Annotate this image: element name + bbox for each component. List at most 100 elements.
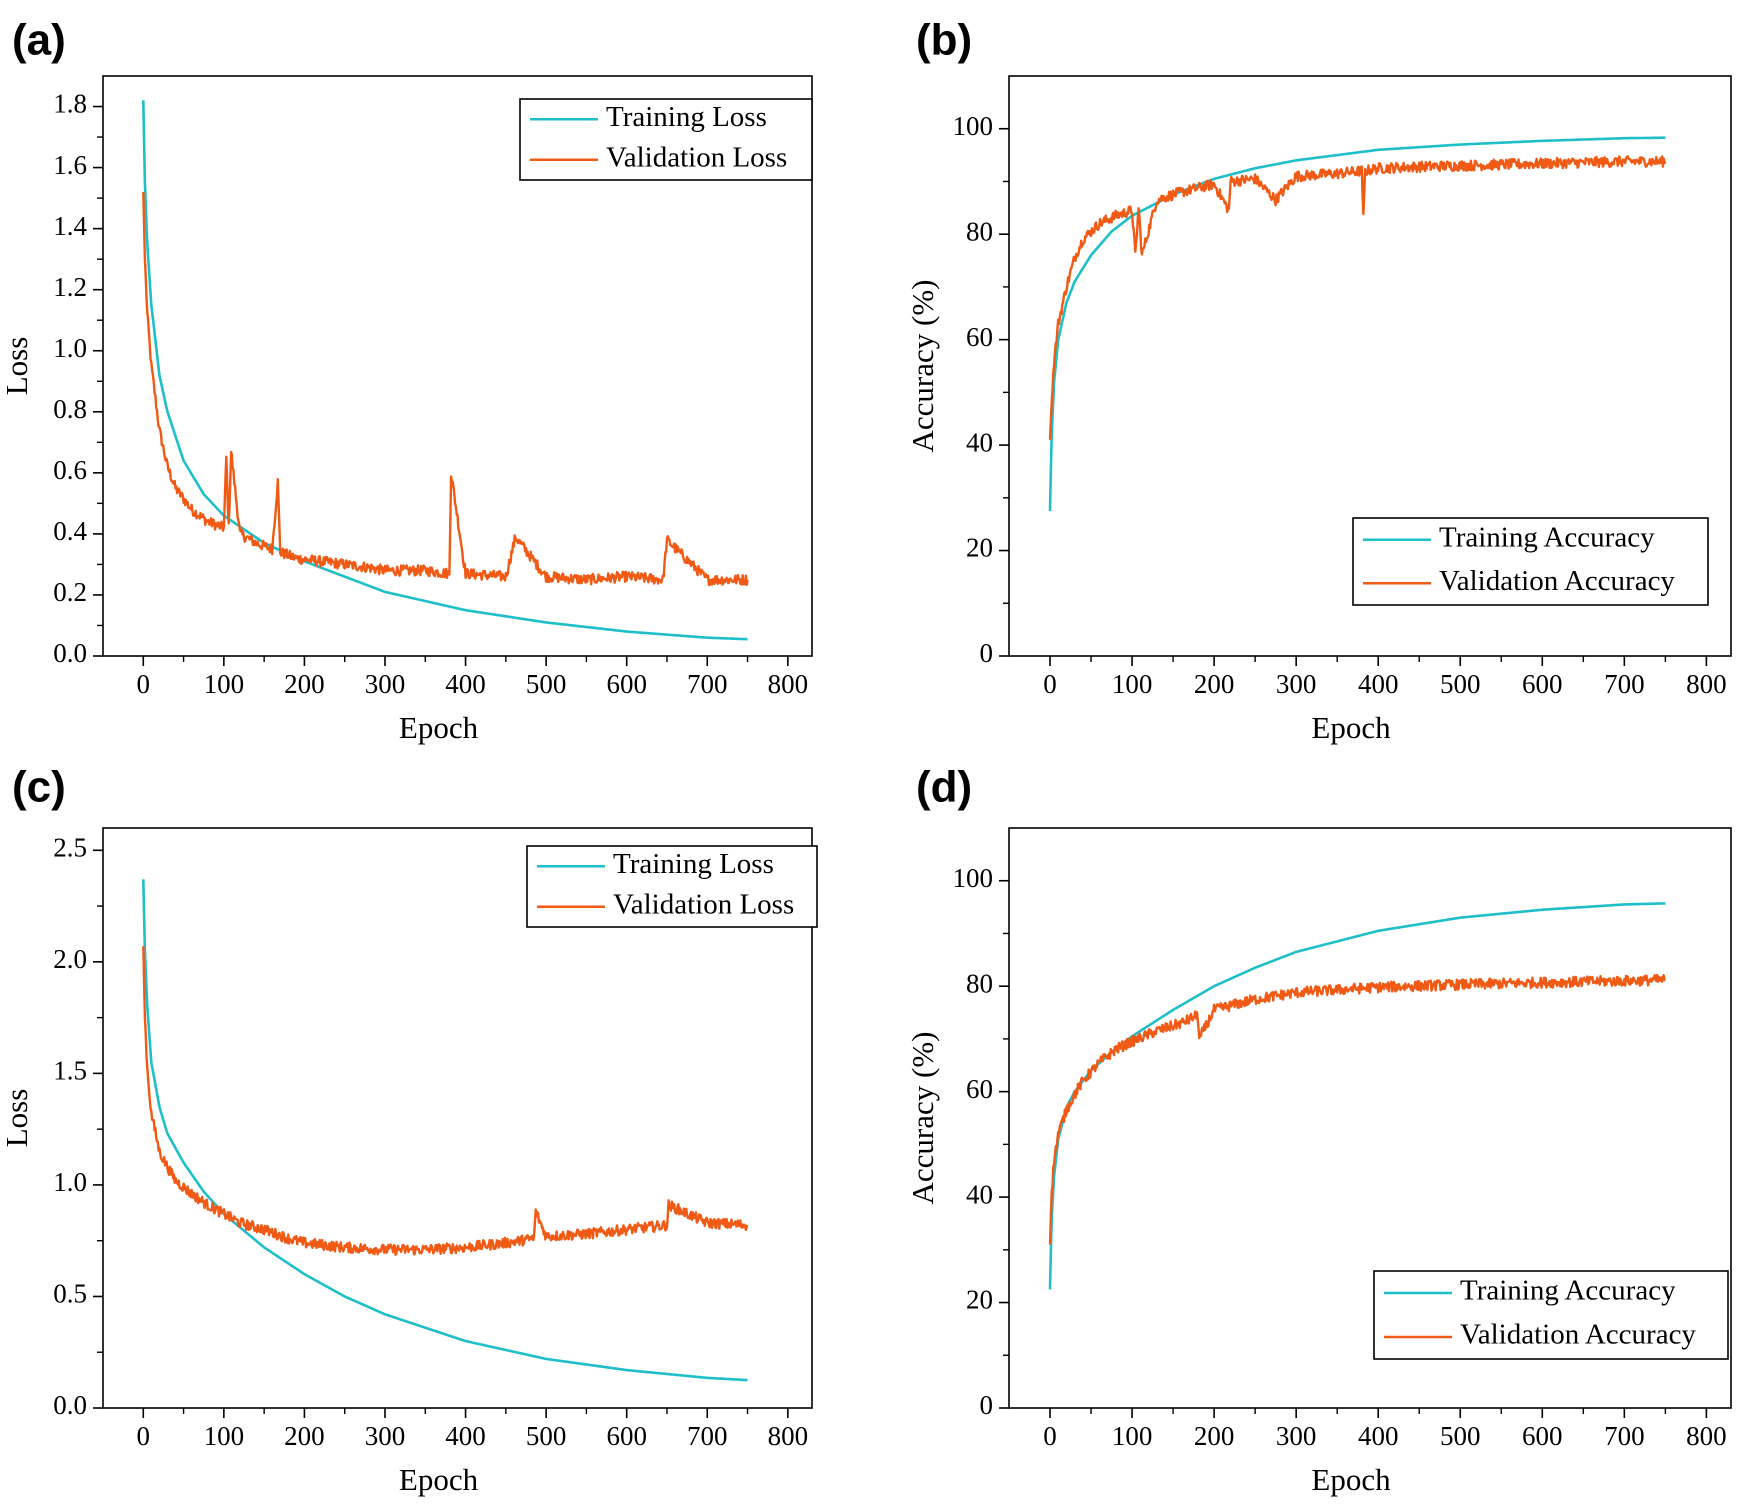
y-tick-label: 20	[966, 533, 993, 563]
x-tick-label: 800	[1686, 669, 1727, 699]
legend: Training Loss Validation Loss	[519, 98, 813, 181]
x-tick-label: 700	[1604, 1421, 1645, 1451]
y-axis-title: Loss	[0, 1089, 34, 1148]
legend: Training Loss Validation Loss	[526, 845, 818, 928]
y-tick-label: 0.0	[53, 638, 87, 668]
plot-frame	[102, 75, 813, 657]
legend-box	[1373, 1270, 1729, 1360]
y-tick-label: 1.6	[53, 150, 87, 180]
legend-box	[519, 98, 813, 181]
legend: Training Accuracy Validation Accuracy	[1352, 517, 1709, 606]
legend-label: Validation Accuracy	[1439, 565, 1675, 597]
chart-panel-d: (d) 0 100 200 300 400 500 600 700 800 0 20 40 60 80 100…	[905, 763, 1732, 1497]
x-axis-title: Epoch	[1311, 1462, 1391, 1497]
panel-label: (a)	[12, 16, 66, 65]
x-tick-label: 200	[1194, 1421, 1235, 1451]
x-tick-label: 200	[284, 669, 325, 699]
x-tick-label: 600	[606, 669, 647, 699]
y-tick-label: 0.6	[53, 455, 87, 485]
y-tick-label: 1.0	[53, 333, 87, 363]
y-tick-label: 1.4	[53, 211, 87, 241]
x-tick-label: 200	[1194, 669, 1235, 699]
legend-label: Training Loss	[606, 101, 767, 133]
panel-label: (c)	[12, 763, 66, 812]
validation-loss-line	[142, 946, 749, 1256]
y-tick-label: 20	[966, 1285, 993, 1315]
x-tick-label: 500	[526, 1421, 567, 1451]
plot-frame	[1008, 827, 1732, 1409]
x-tick-label: 400	[1358, 1421, 1399, 1451]
y-tick-label: 0	[980, 1390, 994, 1420]
y-tick-label: 60	[966, 322, 993, 352]
validation-loss-line	[142, 191, 749, 587]
x-tick-label: 0	[137, 1421, 151, 1451]
x-tick-label: 700	[1604, 669, 1645, 699]
y-tick-label: 100	[953, 863, 994, 893]
training-accuracy-line	[1048, 136, 1666, 512]
plot-frame	[102, 827, 813, 1409]
y-axis-title: Loss	[0, 337, 34, 396]
legend-label: Validation Loss	[613, 888, 794, 920]
x-tick-label: 800	[768, 1421, 809, 1451]
x-tick-label: 600	[1522, 669, 1563, 699]
legend-label: Training Accuracy	[1460, 1275, 1676, 1307]
chart-panel-b: (b) 0 100 200 300 400 500 600 700 800 0 20 40 60 80 100…	[905, 16, 1732, 745]
x-tick-label: 600	[606, 1421, 647, 1451]
x-tick-label: 300	[365, 1421, 406, 1451]
legend-box	[526, 845, 818, 928]
chart-panel-a: (a) 0 100 200 300 400 500 600 700 800 0.0 0.2 0.4 0.6…	[0, 16, 813, 745]
y-tick-label: 0.2	[53, 577, 87, 607]
legend-label: Training Accuracy	[1439, 521, 1655, 553]
y-tick-label: 60	[966, 1074, 993, 1104]
panel-label: (b)	[916, 16, 972, 65]
x-tick-label: 100	[204, 669, 245, 699]
legend-label: Validation Loss	[606, 141, 787, 173]
x-tick-label: 100	[1112, 669, 1153, 699]
legend-label: Validation Accuracy	[1460, 1319, 1696, 1351]
x-tick-label: 100	[204, 1421, 245, 1451]
x-tick-label: 800	[1686, 1421, 1727, 1451]
y-tick-label: 1.8	[53, 89, 87, 119]
legend-label: Training Loss	[613, 848, 774, 880]
training-loss-line	[142, 100, 749, 641]
y-tick-label: 1.2	[53, 272, 87, 302]
legend-box	[1352, 517, 1709, 606]
y-tick-label: 80	[966, 968, 993, 998]
y-tick-label: 1.0	[53, 1167, 87, 1197]
y-tick-label: 0	[980, 638, 994, 668]
x-tick-label: 500	[1440, 669, 1481, 699]
x-tick-label: 200	[284, 1421, 325, 1451]
x-tick-label: 0	[137, 669, 151, 699]
x-tick-label: 700	[687, 669, 728, 699]
x-tick-label: 500	[526, 669, 567, 699]
y-tick-label: 40	[966, 427, 993, 457]
chart-panel-c: (c) 0 100 200 300 400 500 600 700 800 0.0 0.5 1.0 1.5…	[0, 763, 818, 1497]
x-tick-label: 300	[365, 669, 406, 699]
x-tick-label: 600	[1522, 1421, 1563, 1451]
x-tick-label: 400	[1358, 669, 1399, 699]
y-tick-label: 80	[966, 216, 993, 246]
y-axis-title: Accuracy (%)	[905, 280, 940, 453]
validation-accuracy-line	[1048, 973, 1666, 1245]
panel-label: (d)	[916, 763, 972, 812]
y-tick-label: 0.8	[53, 394, 87, 424]
y-tick-label: 2.5	[53, 833, 87, 863]
y-tick-label: 40	[966, 1179, 993, 1209]
x-tick-label: 0	[1043, 669, 1057, 699]
validation-accuracy-line	[1048, 155, 1667, 440]
training-loss-line	[142, 879, 749, 1382]
x-tick-label: 500	[1440, 1421, 1481, 1451]
plot-frame	[1008, 75, 1732, 657]
x-tick-label: 300	[1276, 1421, 1317, 1451]
training-accuracy-line	[1048, 902, 1666, 1290]
x-tick-label: 400	[445, 1421, 486, 1451]
x-tick-label: 700	[687, 1421, 728, 1451]
y-tick-label: 1.5	[53, 1056, 87, 1086]
x-tick-label: 300	[1276, 669, 1317, 699]
x-tick-label: 0	[1043, 1421, 1057, 1451]
y-tick-label: 0.4	[53, 516, 87, 546]
x-axis-title: Epoch	[1311, 710, 1391, 745]
x-axis-title: Epoch	[399, 1462, 479, 1497]
y-tick-label: 2.0	[53, 944, 87, 974]
